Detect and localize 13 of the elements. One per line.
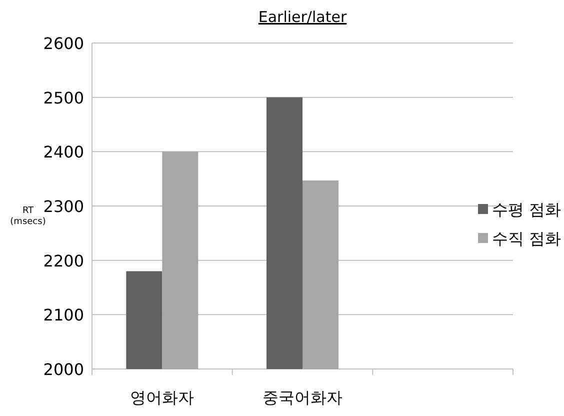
y-tick-label: 2300 <box>43 197 84 216</box>
legend-label: 수직 점화 <box>492 229 562 248</box>
y-tick-label: 2100 <box>43 306 84 325</box>
legend-label: 수평 점화 <box>492 200 562 219</box>
x-tick-label: 중국어화자 <box>262 388 342 407</box>
y-tick-label: 2500 <box>43 88 84 108</box>
y-tick-label: 2400 <box>43 142 84 162</box>
y-tick-label: 2000 <box>43 360 84 379</box>
y-tick-label: 2600 <box>43 34 84 53</box>
chart-title: Earlier/later <box>258 8 348 26</box>
y-axis-title: RT (msecs) <box>10 206 46 227</box>
x-tick-label: 영어화자 <box>130 388 194 407</box>
y-tick-label: 2200 <box>43 251 84 270</box>
